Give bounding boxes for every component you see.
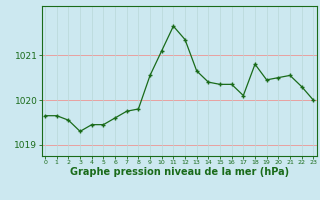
X-axis label: Graphe pression niveau de la mer (hPa): Graphe pression niveau de la mer (hPa) xyxy=(70,167,289,177)
